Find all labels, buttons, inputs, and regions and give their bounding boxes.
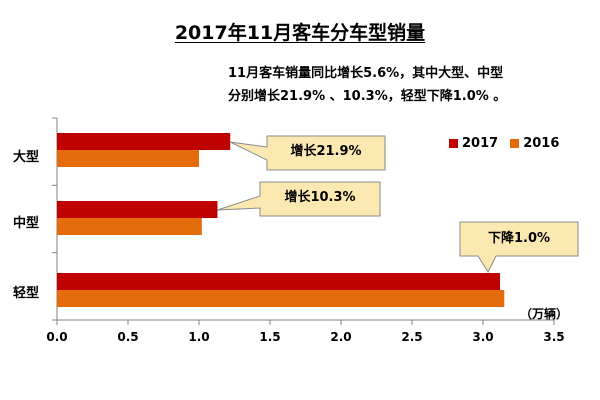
bar-2017 — [57, 133, 231, 150]
bar-2016 — [57, 218, 202, 235]
x-tick-label: 0.0 — [46, 330, 68, 344]
bar-2016 — [57, 150, 199, 167]
note-line-1: 11月客车销量同比增长5.6%，其中大型、中型 — [228, 66, 504, 81]
legend-item-2016: 2016 — [510, 136, 559, 151]
callout-bubble — [230, 135, 386, 171]
callout-light: 下降1.0% — [487, 231, 551, 246]
chart-note: 11月客车销量同比增长5.6%，其中大型、中型 分别增长21.9% 、10.3%… — [228, 62, 506, 108]
callout-bubble — [217, 181, 381, 217]
x-tick-label: 0.5 — [117, 330, 139, 344]
y-category-label: 大型 — [12, 150, 39, 165]
callout-bubble — [459, 221, 579, 274]
y-category-label: 轻型 — [12, 286, 39, 301]
x-tick-label: 1.5 — [259, 330, 281, 344]
legend: 2017 2016 — [449, 136, 559, 151]
legend-swatch-2016 — [510, 139, 520, 148]
bar-2016 — [57, 290, 505, 307]
x-tick-label: 2.0 — [330, 330, 352, 344]
x-tick-label: 2.5 — [401, 330, 423, 344]
callout-medium: 增长10.3% — [284, 190, 356, 205]
unit-label: （万辆） — [520, 307, 569, 321]
chart-title: 2017年11月客车分车型销量 — [174, 22, 426, 44]
callout-large: 增长21.9% — [290, 144, 362, 159]
legend-swatch-2017 — [449, 139, 458, 148]
bar-2017 — [57, 273, 501, 290]
x-tick-label: 3.0 — [472, 330, 494, 344]
legend-label-2017: 2017 — [462, 136, 499, 151]
x-tick-label: 1.0 — [188, 330, 210, 344]
bar-2017 — [57, 201, 218, 218]
x-tick-label: 3.5 — [543, 330, 565, 344]
legend-item-2017: 2017 — [449, 136, 498, 151]
y-category-label: 中型 — [12, 216, 39, 231]
note-line-2: 分别增长21.9% 、10.3%，轻型下降1.0% 。 — [228, 89, 507, 104]
legend-label-2016: 2016 — [523, 136, 560, 151]
